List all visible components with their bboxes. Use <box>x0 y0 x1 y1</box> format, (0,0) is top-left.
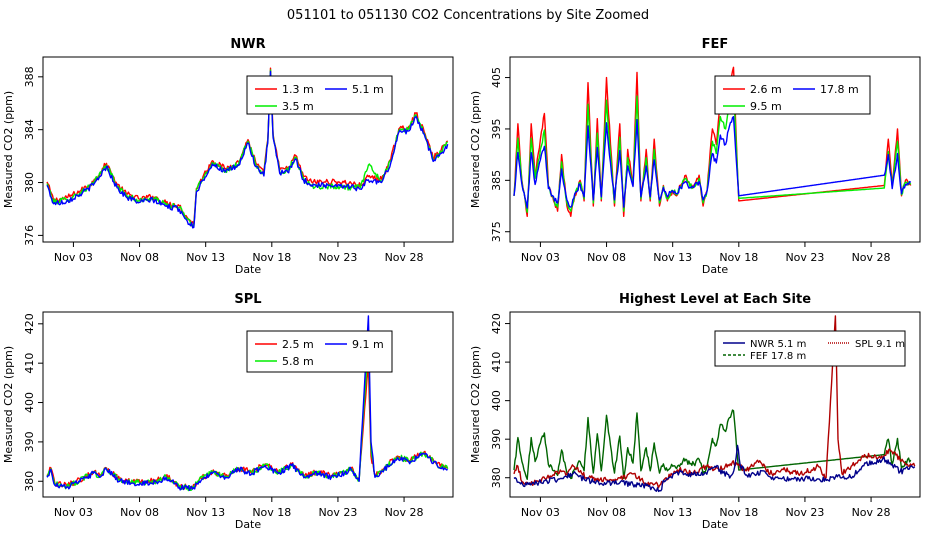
x-tick-label: Nov 23 <box>785 251 824 264</box>
series-nwr-2 <box>46 70 449 229</box>
legend-box <box>246 330 393 373</box>
y-tick-label: 380 <box>490 467 503 488</box>
y-tick-label: 390 <box>23 431 36 452</box>
x-tick-label: Nov 03 <box>54 506 93 519</box>
y-tick-label: 385 <box>490 170 503 191</box>
x-tick-label: Nov 28 <box>385 506 424 519</box>
y-axis-label: Measured CO2 (ppm) <box>2 346 15 463</box>
series-highest-0 <box>513 409 912 480</box>
series-highest-1 <box>513 315 916 489</box>
y-tick-label: 420 <box>23 313 36 334</box>
panel-title: FEF <box>702 37 729 52</box>
x-axis-label: Date <box>702 518 729 531</box>
x-tick-label: Nov 18 <box>719 506 758 519</box>
legend-label: 5.1 m <box>352 83 384 96</box>
y-tick-label: 410 <box>23 353 36 374</box>
y-axis-label: Measured CO2 (ppm) <box>469 91 482 208</box>
x-tick-label: Nov 18 <box>252 251 291 264</box>
legend-box <box>714 75 871 115</box>
plot-frame <box>509 56 921 243</box>
legend-label: 17.8 m <box>820 83 859 96</box>
legend-label: 3.5 m <box>282 100 314 113</box>
series-spl-2 <box>46 315 449 491</box>
x-tick-label: Nov 13 <box>186 506 225 519</box>
x-tick-label: Nov 08 <box>587 251 626 264</box>
legend-label: 1.3 m <box>282 83 314 96</box>
x-tick-label: Nov 28 <box>385 251 424 264</box>
series-highest-2 <box>513 444 916 493</box>
legend-label: 9.5 m <box>750 100 782 113</box>
panel-title: Highest Level at Each Site <box>619 292 811 307</box>
legend-box <box>714 330 906 367</box>
y-tick-label: 380 <box>23 471 36 492</box>
x-tick-label: Nov 23 <box>785 506 824 519</box>
y-tick-label: 400 <box>490 390 503 411</box>
y-tick-label: 420 <box>490 313 503 334</box>
legend-label: NWR 5.1 m <box>750 339 806 350</box>
x-tick-label: Nov 13 <box>653 506 692 519</box>
x-tick-label: Nov 13 <box>186 251 225 264</box>
panel-highest: Highest Level at Each Site Nov 03 Nov 08 No… <box>469 292 921 531</box>
x-tick-label: Nov 23 <box>318 251 357 264</box>
legend-label: 2.6 m <box>750 83 782 96</box>
x-tick-label: Nov 08 <box>587 506 626 519</box>
legend-label: 5.8 m <box>282 355 314 368</box>
x-tick-label: Nov 18 <box>252 506 291 519</box>
x-tick-label: Nov 03 <box>521 251 560 264</box>
x-tick-label: Nov 18 <box>719 251 758 264</box>
series-fef-2 <box>513 115 912 209</box>
panel-nwr: NWR Nov 03 Nov 08 Nov 13 Nov 18 Nov 23 Nov 28 3… <box>2 37 454 276</box>
y-tick-label: 390 <box>490 429 503 450</box>
y-tick-label: 375 <box>490 221 503 242</box>
plot-frame <box>509 311 921 498</box>
y-tick-label: 380 <box>23 172 36 193</box>
y-tick-label: 405 <box>490 67 503 88</box>
y-tick-label: 410 <box>490 352 503 373</box>
page-title: 051101 to 051130 CO2 Concentrations by S… <box>287 8 649 23</box>
legend-label: 9.1 m <box>352 338 384 351</box>
x-axis-label: Date <box>235 518 262 531</box>
panel-fef: FEF Nov 03 Nov 08 Nov 13 Nov 18 Nov 23 Nov 28 3… <box>469 37 921 276</box>
x-tick-label: Nov 03 <box>521 506 560 519</box>
x-tick-label: Nov 23 <box>318 506 357 519</box>
x-axis-label: Date <box>702 263 729 276</box>
legend-label: 2.5 m <box>282 338 314 351</box>
x-tick-label: Nov 28 <box>852 506 891 519</box>
y-tick-label: 384 <box>23 119 36 140</box>
x-tick-label: Nov 08 <box>120 251 159 264</box>
series-fef-0 <box>513 66 912 217</box>
panel-spl: SPL Nov 03 Nov 08 Nov 13 Nov 18 Nov 23 Nov 28 3… <box>2 292 454 531</box>
legend-label: FEF 17.8 m <box>750 351 806 362</box>
panel-title: SPL <box>234 292 261 307</box>
y-tick-label: 388 <box>23 66 36 87</box>
legend-label: SPL 9.1 m <box>855 339 905 350</box>
x-tick-label: Nov 28 <box>852 251 891 264</box>
x-axis-label: Date <box>235 263 262 276</box>
y-axis-label: Measured CO2 (ppm) <box>2 91 15 208</box>
plot-frame <box>42 56 454 243</box>
y-axis-label: Measured CO2 (ppm) <box>469 346 482 463</box>
legend-box <box>246 75 393 115</box>
y-tick-label: 376 <box>23 225 36 246</box>
plot-frame <box>42 311 454 498</box>
y-tick-label: 395 <box>490 118 503 139</box>
x-tick-label: Nov 03 <box>54 251 93 264</box>
panel-title: NWR <box>230 37 265 52</box>
x-tick-label: Nov 08 <box>120 506 159 519</box>
x-tick-label: Nov 13 <box>653 251 692 264</box>
y-tick-label: 400 <box>23 392 36 413</box>
